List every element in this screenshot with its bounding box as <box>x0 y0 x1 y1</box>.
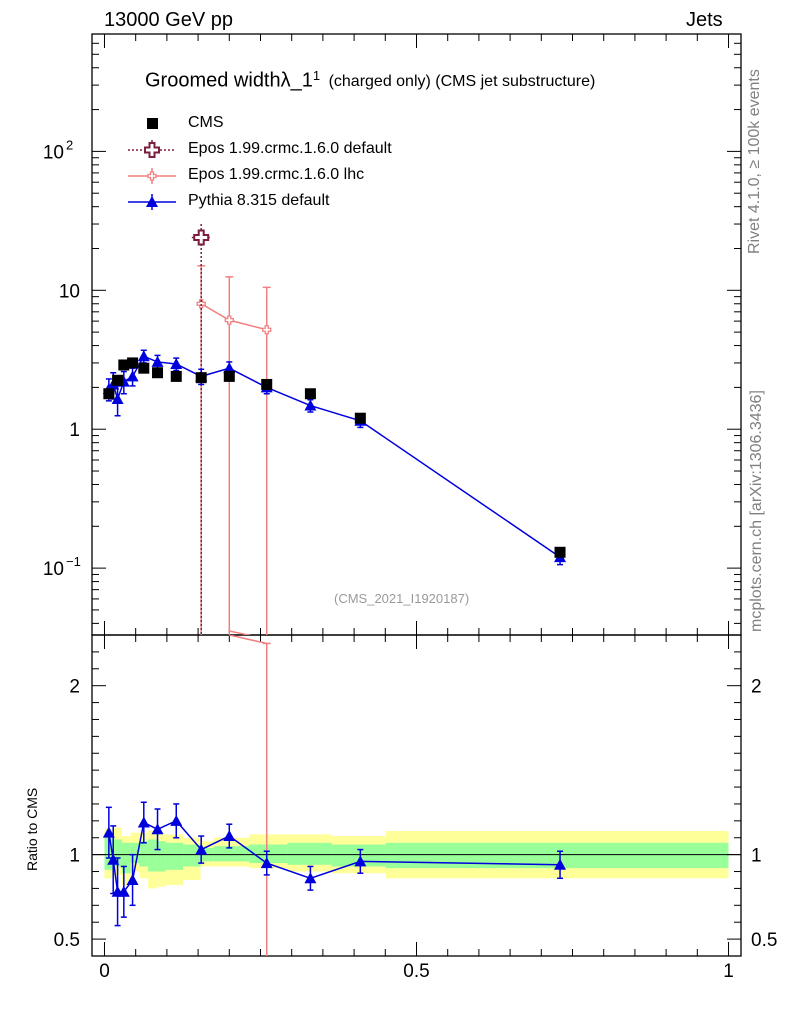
analysis-watermark: (CMS_2021_I1920187) <box>334 591 470 606</box>
pythia-ratio-marker <box>107 853 120 865</box>
y-tick-exponent: −1 <box>66 554 81 569</box>
pythia-marker <box>304 399 317 411</box>
cms-data-marker <box>127 357 139 369</box>
title-symbol: λ_1 <box>280 69 313 92</box>
epos-lhc-marker <box>196 299 206 309</box>
ratio-y-tick-label: 2 <box>69 677 80 698</box>
legend-label-pythia: Pythia 8.315 default <box>188 192 330 209</box>
cms-data-marker <box>112 374 124 386</box>
pythia-marker <box>170 357 183 369</box>
plot-title: Groomed widthλ_11 (charged only) (CMS je… <box>145 68 595 92</box>
cms-data-marker <box>118 359 130 371</box>
pythia-marker <box>126 370 139 382</box>
ratio-y-tick-label-right: 2 <box>751 677 762 698</box>
epos-lhc-tail-line <box>229 630 252 635</box>
cms-data-marker <box>152 367 164 379</box>
pythia-ratio-marker <box>151 823 164 835</box>
pythia-ratio-marker <box>117 885 130 897</box>
ratio-y-tick-label: 1 <box>69 846 80 867</box>
legend-label-epos-default: Epos 1.99.crmc.1.6.0 default <box>188 140 392 157</box>
cms-data-marker <box>103 388 115 400</box>
cms-data-marker <box>354 412 366 424</box>
stat-uncertainty-band <box>139 841 149 867</box>
legend-marker-cms <box>147 118 158 129</box>
ratio-y-tick-label: 0.5 <box>54 930 80 951</box>
ratio-bands <box>104 827 729 889</box>
energy-label: 13000 GeV pp <box>104 9 233 31</box>
pythia-marker <box>151 355 164 367</box>
cms-data-marker <box>170 370 182 382</box>
legend-label-epos-lhc: Epos 1.99.crmc.1.6.0 lhc <box>188 166 365 183</box>
title-main: Groomed width <box>145 69 281 92</box>
legend-label-cms: CMS <box>188 114 224 131</box>
y-tick-label: 10 <box>43 142 64 163</box>
ratio-y-ticks: 0.5 0.5 1 1 2 2 <box>54 651 777 951</box>
cms-data-marker <box>138 362 150 374</box>
stat-uncertainty-band <box>148 839 157 872</box>
cms-data-marker <box>223 370 235 382</box>
ratio-series <box>102 635 567 956</box>
pythia-marker <box>111 392 124 404</box>
mcplots-label: mcplots.cern.ch [arXiv:1306.3436] <box>748 390 765 632</box>
stat-uncertainty-band <box>113 839 122 867</box>
title-suffix: (charged only) (CMS jet substructure) <box>328 73 596 91</box>
ratio-plot-frame <box>91 634 742 957</box>
pythia-ratio-marker <box>260 857 273 869</box>
cms-data-marker <box>554 546 566 558</box>
pythia-ratio-marker <box>304 872 317 884</box>
cms-data-marker <box>304 388 316 400</box>
x-ticks: 0 0.5 1 <box>99 34 734 982</box>
ratio-y-tick-label-right: 1 <box>751 846 762 867</box>
y-tick-exponent: 2 <box>66 137 73 152</box>
pythia-marker <box>223 362 236 374</box>
pythia-ratio-marker <box>554 858 567 870</box>
pythia-ratio-marker <box>126 873 139 885</box>
ratio-axis-title: Ratio to CMS <box>24 787 40 871</box>
stat-uncertainty-band <box>130 842 140 864</box>
title-superscript: 1 <box>312 68 321 83</box>
rivet-label: Rivet 4.1.0, ≥ 100k events <box>746 69 763 254</box>
pythia-marker <box>137 350 150 362</box>
pythia-ratio-marker <box>195 843 208 855</box>
ratio-y-tick-label-right: 0.5 <box>751 930 777 951</box>
cms-data-marker <box>261 378 273 390</box>
jets-label: Jets <box>686 9 723 31</box>
legend-markers <box>128 118 176 210</box>
x-tick-label: 0 <box>99 961 110 982</box>
x-tick-label: 1 <box>723 961 734 982</box>
stat-uncertainty-band <box>213 846 250 862</box>
pythia-ratio-marker <box>354 855 367 867</box>
stat-uncertainty-band <box>183 844 201 867</box>
pythia-ratio-marker <box>102 826 115 838</box>
legend-marker-epos-default <box>144 142 160 158</box>
stat-uncertainty-band <box>165 842 184 870</box>
cms-data-marker <box>195 372 207 384</box>
epos-lhc-line <box>200 303 267 331</box>
stat-uncertainty-band <box>249 844 288 864</box>
stat-uncertainty-band <box>156 841 166 872</box>
stat-uncertainty-band <box>121 842 131 874</box>
pythia-ratio-marker <box>137 816 150 828</box>
pythia-ratio-marker <box>223 830 236 842</box>
pythia-line <box>108 355 561 558</box>
legend-marker-pythia <box>146 196 158 207</box>
stat-uncertainty-band <box>287 842 332 865</box>
epos-default-marker <box>193 229 210 246</box>
epos-lhc-marker <box>224 315 234 325</box>
pythia-ratio-marker <box>170 814 183 826</box>
legend-marker-epos-lhc <box>147 171 157 181</box>
y-tick-label: 10 <box>43 559 64 580</box>
y-tick-label: 1 <box>69 420 80 441</box>
main-series <box>102 224 567 635</box>
epos-lhc-ratio-line <box>229 635 267 645</box>
epos-lhc-marker <box>262 325 272 335</box>
y-tick-label: 10 <box>59 281 80 302</box>
x-tick-label: 0.5 <box>403 961 429 982</box>
